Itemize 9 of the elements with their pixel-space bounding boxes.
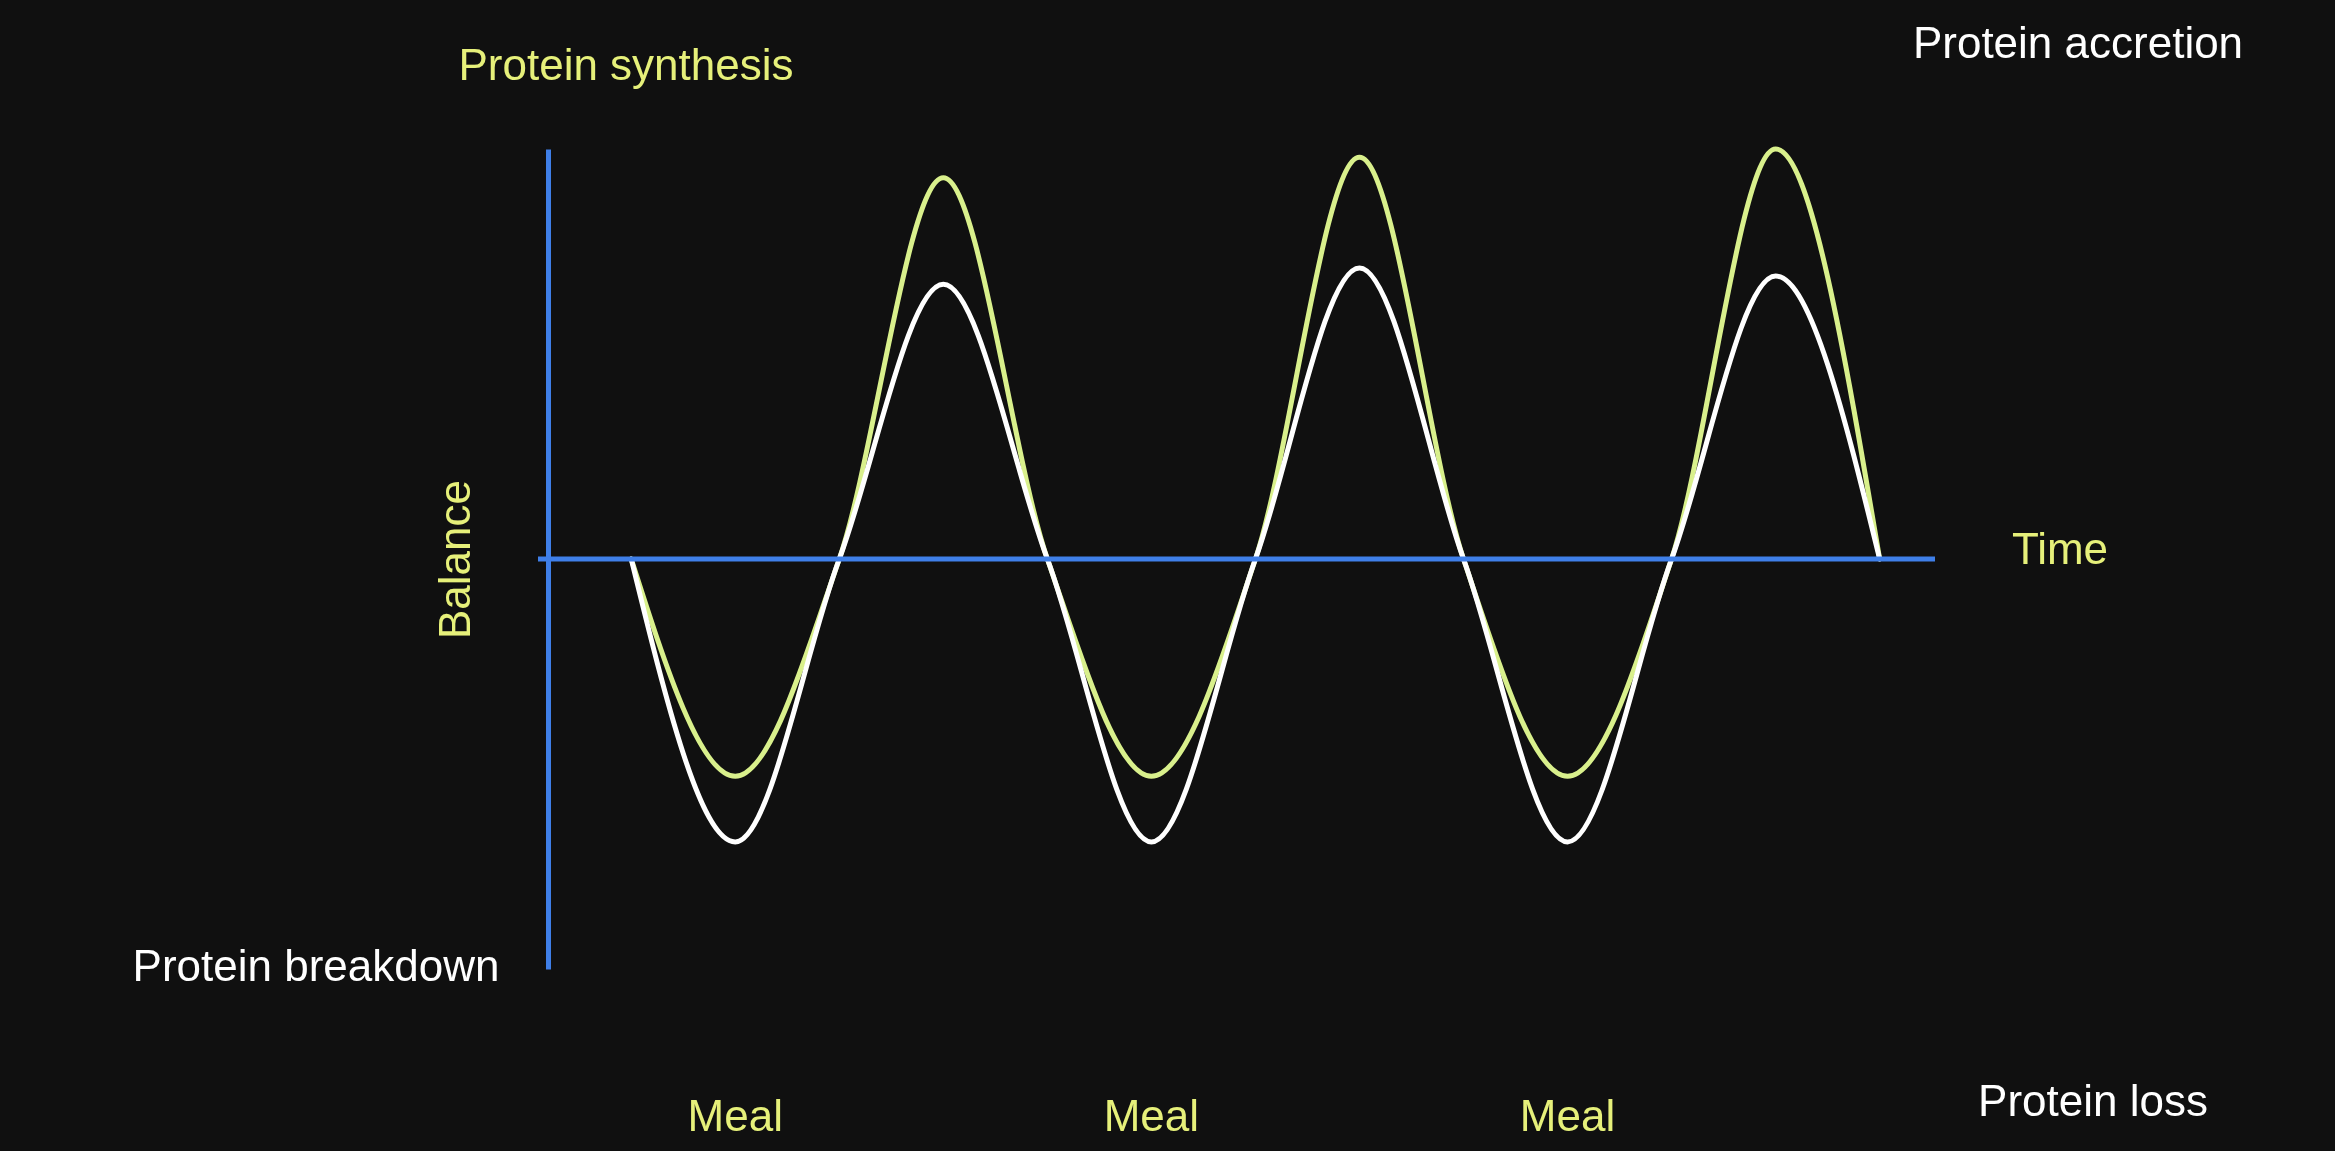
text: Protein accretion bbox=[1912, 18, 2244, 67]
text: Meal bbox=[1103, 1091, 1200, 1140]
text: Protein synthesis bbox=[458, 40, 794, 89]
text: Protein breakdown bbox=[132, 941, 500, 990]
text: Meal bbox=[687, 1091, 783, 1140]
text: Protein loss bbox=[1978, 1076, 2208, 1125]
text: Meal bbox=[1519, 1091, 1616, 1140]
x-axis-title: Time bbox=[2011, 524, 2109, 573]
y-axis-title: Balance bbox=[429, 479, 479, 640]
